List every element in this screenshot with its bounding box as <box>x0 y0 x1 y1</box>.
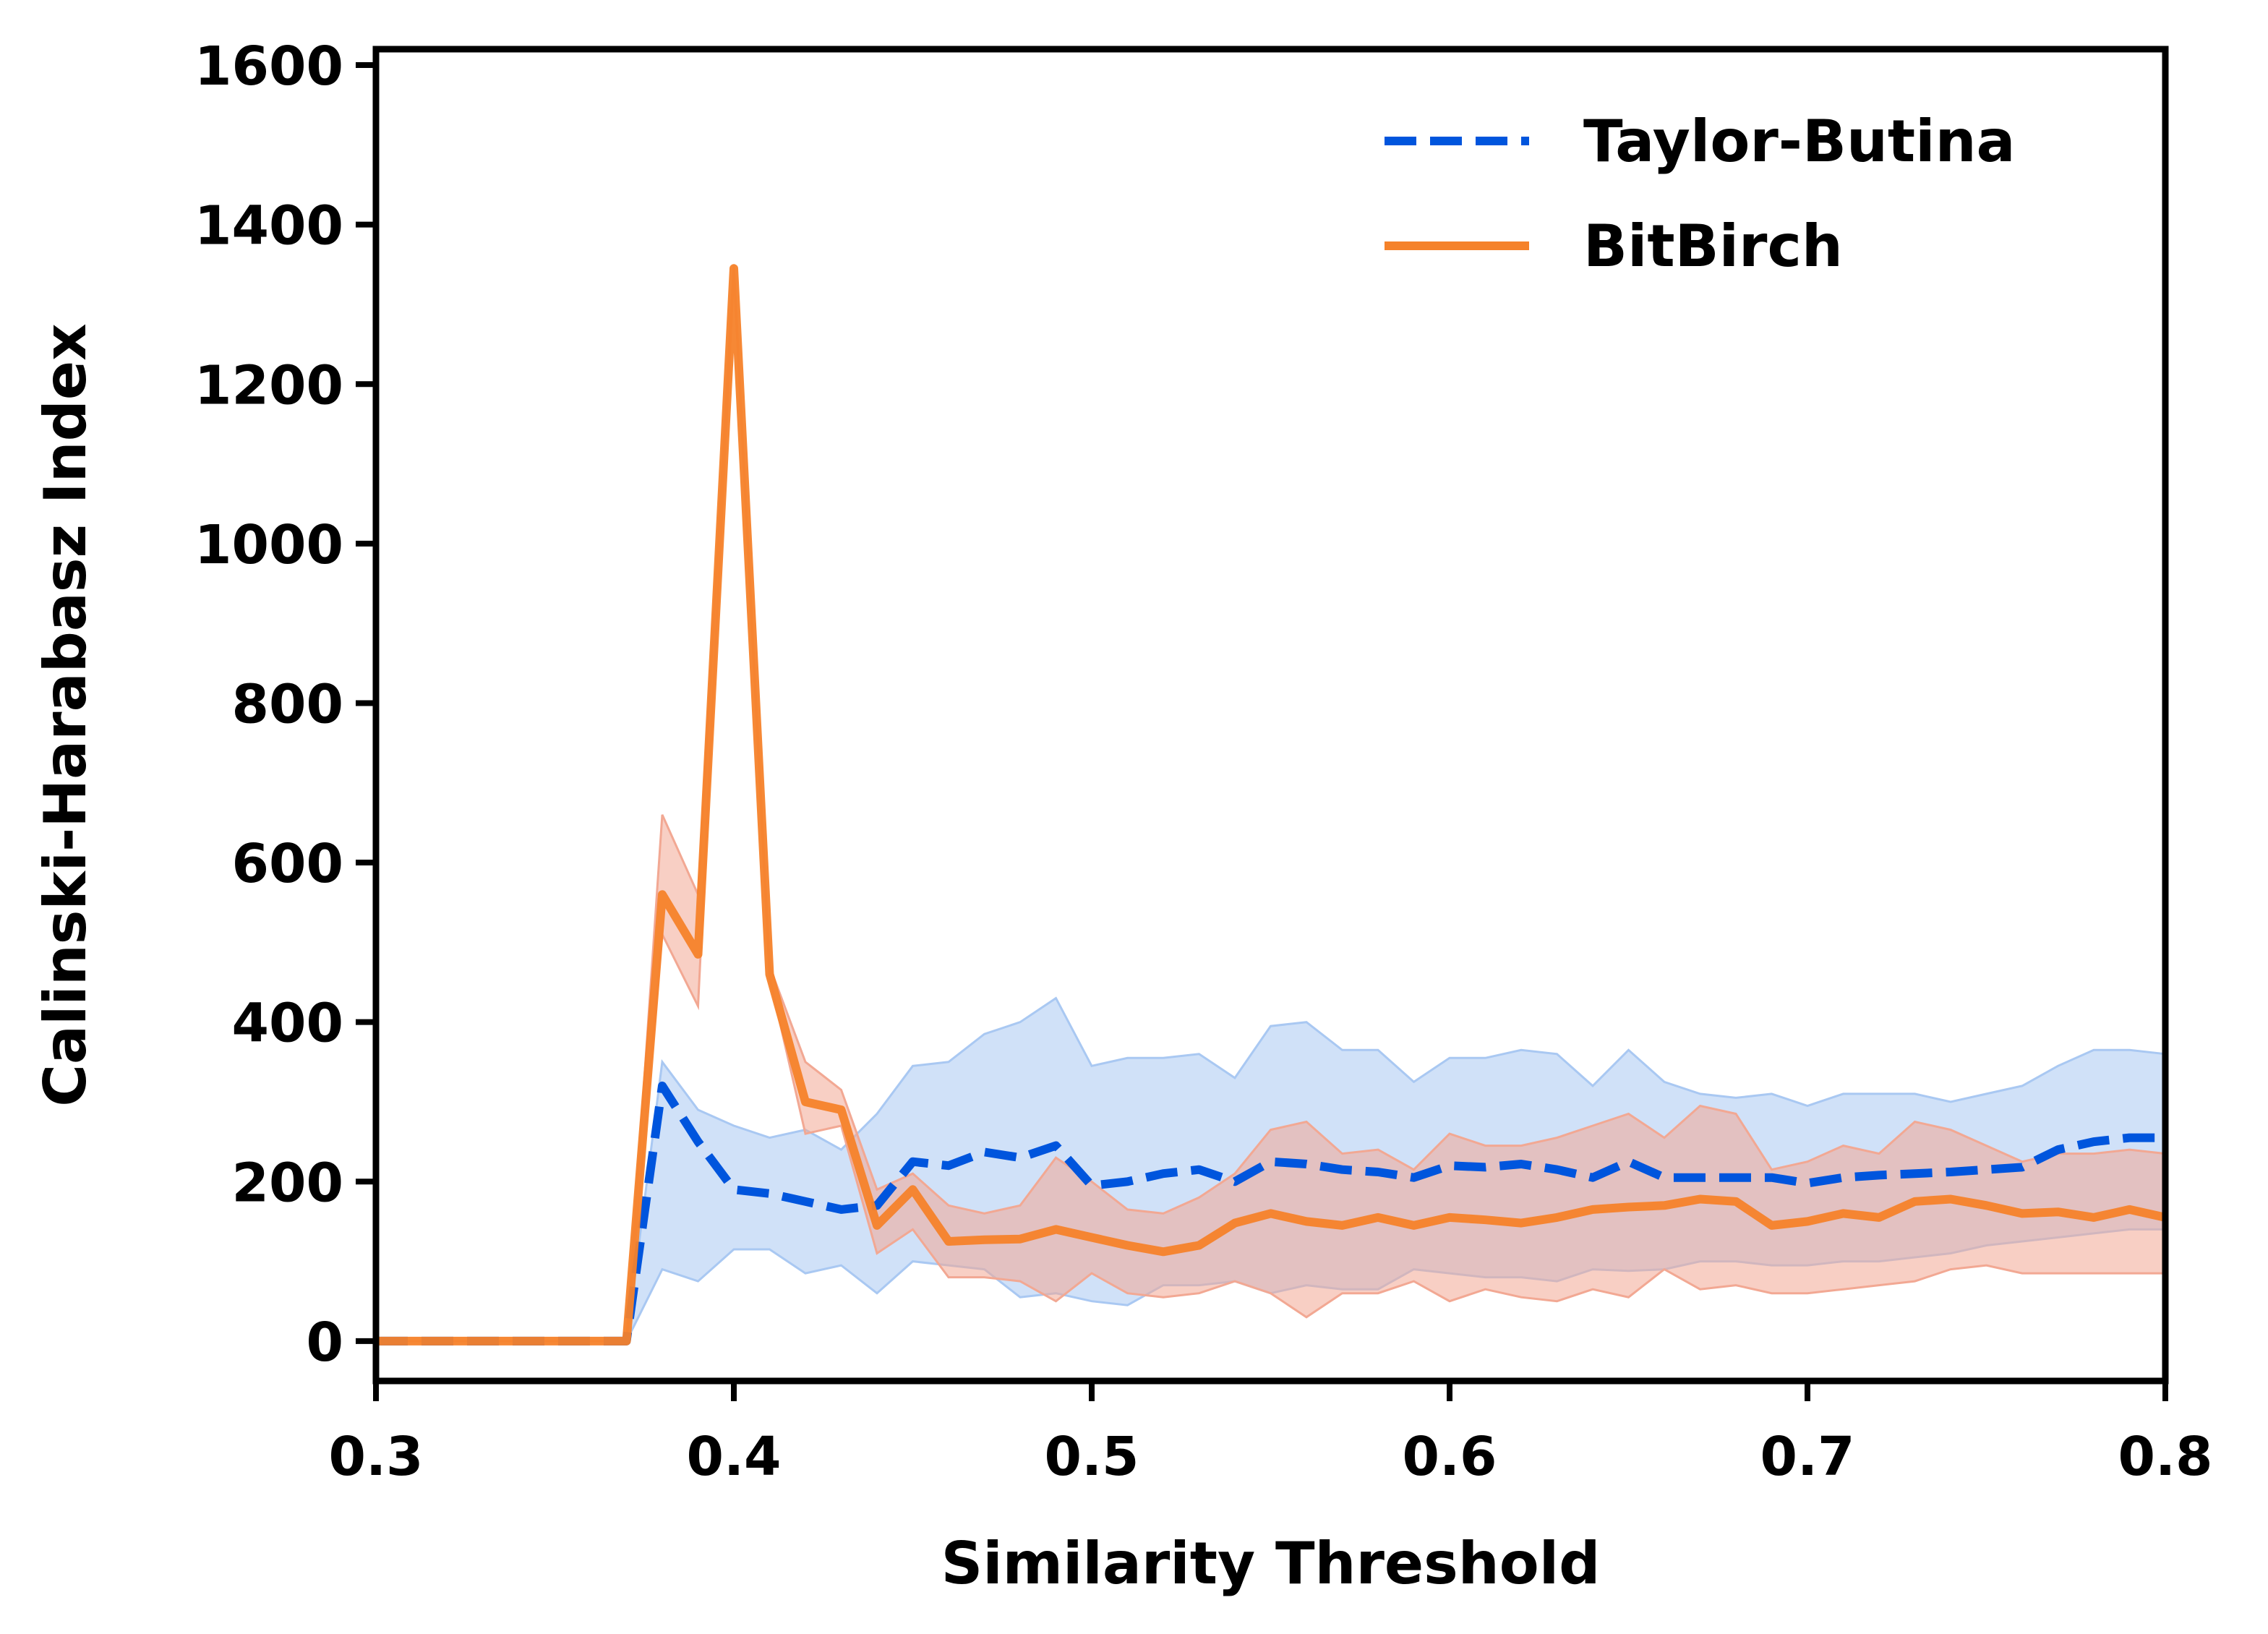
taylor-butina-legend-label: Taylor-Butina <box>1583 108 2016 175</box>
y-axis-ticks: 0 200 400 600 800 1000 1200 1400 1600 <box>194 35 376 1374</box>
legend: Taylor-Butina BitBirch <box>1385 108 2016 280</box>
x-tick-label: 0.8 <box>2118 1426 2212 1488</box>
y-tick-label: 400 <box>232 993 343 1055</box>
y-tick-label: 1200 <box>194 354 343 416</box>
taylor-butina-line <box>376 1081 2165 1346</box>
x-tick-label: 0.7 <box>1760 1426 1854 1488</box>
x-tick-label: 0.5 <box>1044 1426 1139 1488</box>
y-axis-label: Calinski-Harabasz Index <box>32 323 99 1106</box>
y-tick-label: 600 <box>232 833 343 895</box>
y-tick-label: 800 <box>232 673 343 735</box>
y-tick-label: 0 <box>307 1312 344 1374</box>
bitbirch-line <box>376 264 2167 1346</box>
bitbirch-legend-label: BitBirch <box>1583 213 1843 280</box>
x-axis-label: Similarity Threshold <box>941 1530 1601 1597</box>
series-lines <box>376 264 2167 1346</box>
plot-frame <box>372 46 2169 1385</box>
y-tick-label: 1000 <box>194 514 343 576</box>
x-tick-label: 0.4 <box>686 1426 781 1488</box>
y-tick-label: 1400 <box>194 195 343 257</box>
x-tick-label: 0.3 <box>328 1426 423 1488</box>
x-axis-ticks: 0.3 0.4 0.5 0.6 0.7 0.8 <box>328 1381 2213 1488</box>
confidence-bands <box>376 264 2167 1343</box>
y-tick-label: 1600 <box>194 35 343 98</box>
y-tick-label: 200 <box>232 1152 343 1214</box>
x-tick-label: 0.6 <box>1402 1426 1497 1488</box>
bitbirch-band <box>376 264 2167 1343</box>
